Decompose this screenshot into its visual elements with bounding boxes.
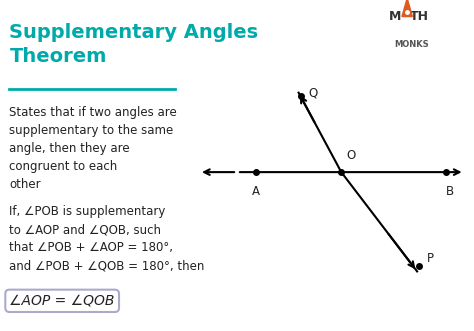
Text: If, ∠POB is supplementary
to ∠AOP and ∠QOB, such
that ∠POB + ∠AOP = 180°,
and ∠P: If, ∠POB is supplementary to ∠AOP and ∠Q… <box>9 205 205 272</box>
Text: M: M <box>389 10 401 23</box>
Text: Q: Q <box>308 86 318 99</box>
Text: B: B <box>446 185 455 198</box>
Text: MONKS: MONKS <box>394 40 429 49</box>
Polygon shape <box>402 0 412 17</box>
Text: P: P <box>427 252 434 265</box>
Text: O: O <box>346 149 356 162</box>
Text: ∠AOP = ∠QOB: ∠AOP = ∠QOB <box>9 294 115 308</box>
Text: States that if two angles are
supplementary to the same
angle, then they are
con: States that if two angles are supplement… <box>9 106 177 191</box>
Text: TH: TH <box>410 10 429 23</box>
Text: Supplementary Angles
Theorem: Supplementary Angles Theorem <box>9 23 259 66</box>
Text: A: A <box>252 185 260 198</box>
